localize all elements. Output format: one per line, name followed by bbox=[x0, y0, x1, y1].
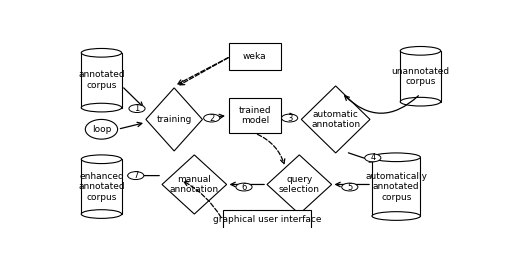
Polygon shape bbox=[400, 51, 441, 102]
Text: enhanced
annotated
corpus: enhanced annotated corpus bbox=[78, 172, 125, 201]
Text: 7: 7 bbox=[133, 171, 139, 180]
Ellipse shape bbox=[372, 153, 420, 162]
FancyBboxPatch shape bbox=[229, 42, 281, 70]
Polygon shape bbox=[146, 88, 203, 151]
Ellipse shape bbox=[81, 48, 122, 57]
Circle shape bbox=[342, 183, 358, 191]
Circle shape bbox=[236, 183, 252, 191]
Text: unannotated
corpus: unannotated corpus bbox=[391, 67, 450, 86]
FancyBboxPatch shape bbox=[222, 210, 312, 230]
Ellipse shape bbox=[81, 103, 122, 112]
Text: graphical user interface: graphical user interface bbox=[213, 216, 321, 225]
Ellipse shape bbox=[81, 155, 122, 164]
Ellipse shape bbox=[400, 97, 441, 106]
Ellipse shape bbox=[85, 119, 118, 139]
Text: 6: 6 bbox=[241, 183, 246, 191]
Text: weka: weka bbox=[243, 52, 267, 61]
Text: loop: loop bbox=[92, 125, 111, 134]
Text: 5: 5 bbox=[347, 183, 352, 191]
Circle shape bbox=[281, 114, 297, 122]
Text: 2: 2 bbox=[209, 114, 214, 123]
Text: manual
annotation: manual annotation bbox=[170, 175, 219, 194]
Circle shape bbox=[365, 154, 381, 162]
Text: 3: 3 bbox=[287, 114, 292, 123]
Text: query
selection: query selection bbox=[279, 175, 320, 194]
Ellipse shape bbox=[400, 47, 441, 55]
Ellipse shape bbox=[372, 212, 420, 220]
Circle shape bbox=[129, 105, 145, 113]
Polygon shape bbox=[81, 53, 122, 108]
Polygon shape bbox=[81, 159, 122, 214]
Polygon shape bbox=[267, 155, 331, 214]
Text: annotated
corpus: annotated corpus bbox=[78, 70, 125, 90]
Text: automatically
annotated
corpus: automatically annotated corpus bbox=[365, 172, 427, 201]
Circle shape bbox=[128, 172, 144, 179]
Text: training: training bbox=[156, 115, 192, 124]
Ellipse shape bbox=[81, 210, 122, 218]
Polygon shape bbox=[162, 155, 227, 214]
Text: trained
model: trained model bbox=[239, 106, 271, 125]
FancyBboxPatch shape bbox=[229, 98, 281, 133]
Text: automatic
annotation: automatic annotation bbox=[311, 110, 360, 129]
Circle shape bbox=[204, 114, 220, 122]
Text: 4: 4 bbox=[370, 153, 376, 162]
Polygon shape bbox=[301, 86, 370, 153]
Polygon shape bbox=[372, 157, 420, 216]
Text: 1: 1 bbox=[134, 104, 140, 113]
